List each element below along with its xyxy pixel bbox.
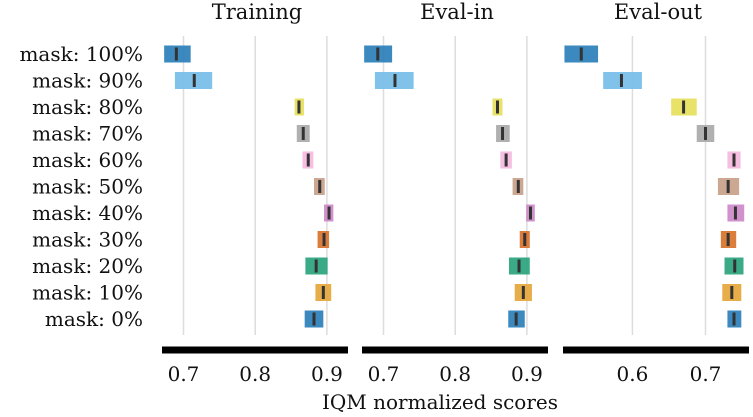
row-label: mask: 40% <box>32 201 143 225</box>
tick-label: 0.9 <box>511 362 543 386</box>
tick-label: 0.7 <box>168 362 200 386</box>
row-label: mask: 30% <box>32 228 143 252</box>
panel-title: Eval-in <box>420 0 494 24</box>
x-axis-label: IQM normalized scores <box>322 390 558 414</box>
row-label: mask: 20% <box>32 254 143 278</box>
row-label: mask: 0% <box>45 307 143 331</box>
tick-label: 0.6 <box>617 362 649 386</box>
row-label: mask: 60% <box>32 148 143 172</box>
tick-label: 0.7 <box>368 362 400 386</box>
row-label: mask: 50% <box>32 175 143 199</box>
row-label: mask: 70% <box>32 122 143 146</box>
row-label: mask: 100% <box>19 42 143 66</box>
row-label: mask: 80% <box>32 95 143 119</box>
tick-label: 0.7 <box>690 362 722 386</box>
row-label: mask: 10% <box>32 281 143 305</box>
panel-title: Training <box>212 0 303 24</box>
tick-label: 0.9 <box>311 362 343 386</box>
tick-label: 0.8 <box>239 362 271 386</box>
row-label: mask: 90% <box>32 69 143 93</box>
panel-title: Eval-out <box>614 0 703 24</box>
tick-label: 0.8 <box>439 362 471 386</box>
